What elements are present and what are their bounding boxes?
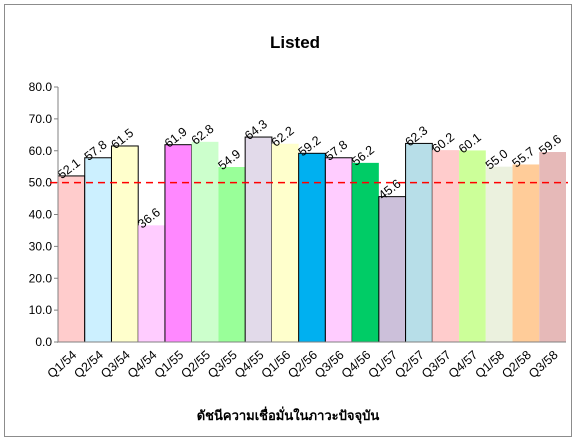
y-tick-label: 30.0	[29, 239, 53, 253]
bar-q1-56	[271, 143, 299, 342]
x-axis-title: ดัชนีความเชื่อมั่นในภาวะปัจจุบัน	[197, 406, 380, 424]
bar-q3-57	[432, 150, 460, 342]
bar-q3-55	[218, 167, 246, 342]
y-tick-label: 0.0	[35, 335, 52, 349]
chart-title: Listed	[270, 33, 320, 52]
bar-q4-54	[138, 225, 165, 342]
bar-q2-56	[298, 152, 326, 343]
bar-q4-55	[244, 136, 273, 343]
bar-q3-54	[110, 145, 139, 343]
y-tick-label: 50.0	[29, 176, 53, 190]
bar-q1-57	[378, 196, 407, 343]
bar-q1-54	[57, 175, 86, 343]
bar-q1-58	[485, 166, 513, 342]
bar-q2-57	[405, 142, 433, 343]
bars	[57, 136, 566, 343]
y-tick-label: 80.0	[29, 80, 53, 94]
y-tick-label: 70.0	[29, 112, 53, 126]
bar-q2-55	[191, 141, 219, 342]
y-axis-ticks: 0.0 10.0 20.0 30.0 40.0 50.0 60.0 70.0 80.0	[29, 80, 58, 349]
bar-q4-56	[352, 162, 379, 342]
bar-q2-58	[512, 164, 540, 342]
y-tick-label: 40.0	[29, 208, 53, 222]
y-tick-label: 10.0	[29, 303, 53, 317]
y-tick-label: 20.0	[29, 271, 53, 285]
y-tick-label: 60.0	[29, 144, 53, 158]
bar-q3-58	[539, 152, 566, 342]
bar-q1-55	[164, 144, 193, 343]
bar-q2-54	[84, 157, 112, 343]
bar-q4-57	[459, 150, 486, 342]
bar-q3-56	[324, 157, 353, 343]
